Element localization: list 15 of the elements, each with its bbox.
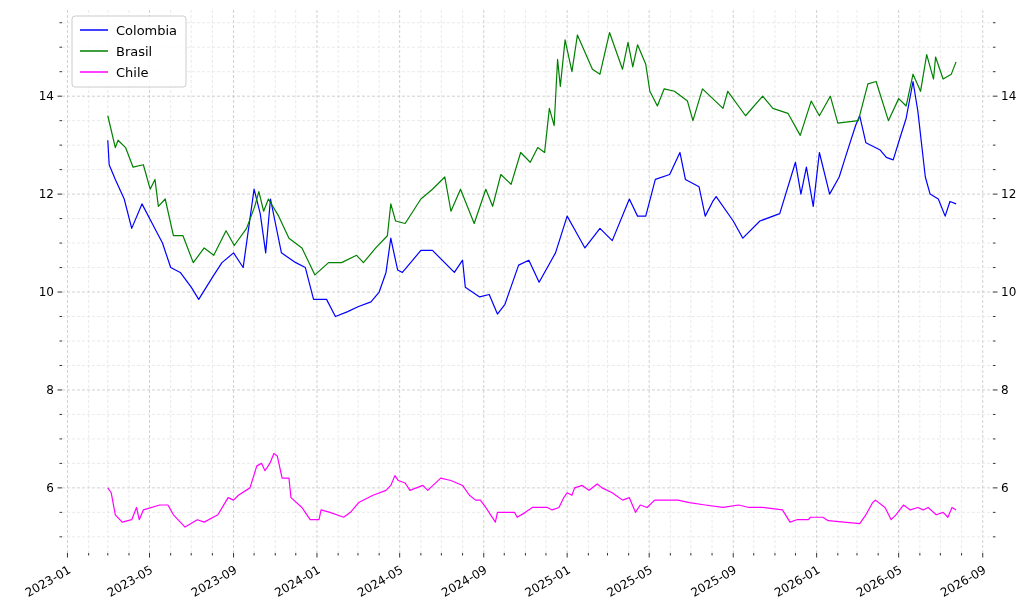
y2-tick-label: 10 — [1001, 285, 1017, 300]
y2-tick-label: 12 — [1001, 187, 1017, 202]
legend-label: Chile — [116, 64, 149, 80]
legend-label: Colombia — [116, 22, 178, 38]
y-tick-label: 12 — [38, 187, 54, 202]
line-series — [107, 453, 957, 528]
legend-label: Brasil — [116, 43, 153, 59]
y-tick-label: 14 — [38, 89, 54, 104]
y2-tick-label: 14 — [1001, 89, 1017, 104]
y-tick-label: 6 — [46, 481, 54, 496]
y-tick-label: 10 — [38, 285, 54, 300]
y2-tick-label: 8 — [1001, 383, 1009, 398]
y2-tick-label: 6 — [1001, 481, 1009, 496]
y-tick-label: 8 — [46, 383, 54, 398]
line-series — [107, 80, 957, 318]
